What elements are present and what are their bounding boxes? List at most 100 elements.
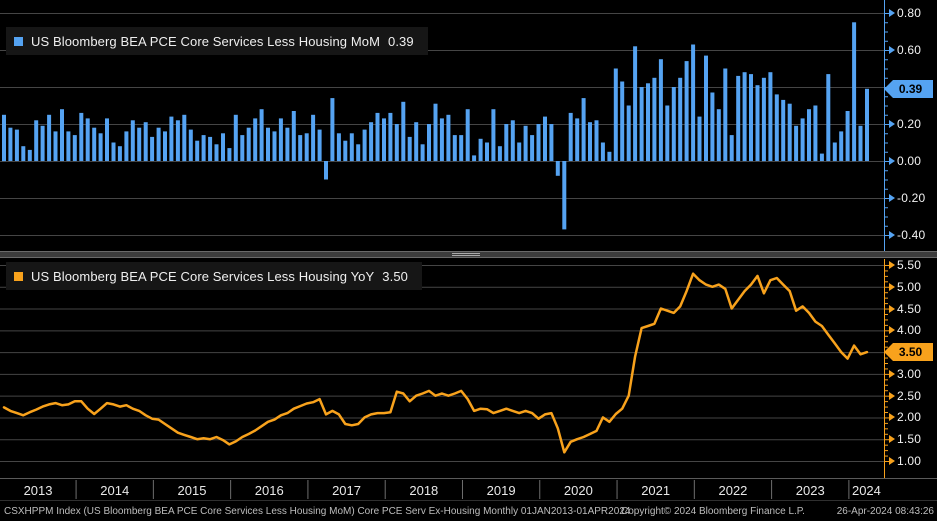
x-axis-year-label[interactable]: 2024 [851,483,881,498]
mom-bar [787,103,792,161]
mom-bar [304,133,309,162]
mom-bar [407,136,412,161]
mom-bar [749,74,753,161]
mom-bar [543,116,547,161]
mom-bar [639,87,644,161]
mom-last-value-badge: 0.39 [884,80,933,98]
mom-bar [356,144,361,161]
yoy-legend-label: US Bloomberg BEA PCE Core Services Less … [31,268,375,284]
x-axis-band[interactable] [0,478,937,501]
mom-bar [446,114,451,162]
mom-bar [298,135,303,161]
y-axis-tick-label[interactable]: 1.50 [889,432,921,446]
mom-bar [858,125,863,161]
y-axis-tick-label[interactable]: 4.00 [889,323,921,337]
x-axis-year-label[interactable]: 2018 [409,483,439,498]
mom-bar [452,135,457,161]
mom-bar [72,135,77,161]
mom-bar [66,131,71,161]
y-axis-tick-label[interactable]: 1.00 [889,454,921,468]
mom-bar [311,114,316,162]
panel-divider[interactable] [0,251,937,258]
x-axis-year-label[interactable]: 2016 [254,483,284,498]
tick-value: 1.00 [897,454,922,468]
yoy-last-value-badge: 3.50 [884,343,933,361]
y-axis-tick-label[interactable]: 3.00 [889,367,921,381]
y-axis-tick-label[interactable]: 2.00 [889,410,921,424]
mom-bar [530,135,535,161]
timestamp: 26-Apr-2024 08:43:26 [836,506,934,517]
legend-mom[interactable]: US Bloomberg BEA PCE Core Services Less … [6,27,428,55]
tick-arrow-icon [889,157,895,165]
yoy-y-axis[interactable] [884,259,891,478]
mom-bar [105,118,109,161]
mom-bar [549,124,554,161]
mom-bar [723,68,728,161]
mom-bar [79,112,84,161]
x-axis-year-label[interactable]: 2014 [100,483,130,498]
mom-bar [2,114,6,162]
x-axis-year-label[interactable]: 2022 [718,483,748,498]
tick-value: 2.00 [897,410,922,425]
tick-arrow-icon [889,457,895,465]
mom-bar [336,133,341,162]
y-axis-tick-label[interactable]: 2.50 [889,389,921,403]
mom-bar [620,81,625,161]
tick-value: 1.50 [897,432,922,447]
mom-bar [691,44,696,161]
mom-bar [658,59,663,162]
y-axis-tick-label[interactable]: 0.80 [889,6,921,20]
x-axis-year-label[interactable]: 2019 [486,483,516,498]
mom-bar [253,118,258,161]
tick-arrow-icon [889,9,895,17]
tick-value: 3.00 [897,366,922,381]
tick-arrow-icon [889,413,895,422]
mom-bar [227,148,232,161]
divider-grip-icon[interactable] [452,253,480,256]
mom-bar [819,153,824,161]
y-axis-tick-label[interactable]: 0.00 [889,154,921,168]
mom-bar [214,144,219,161]
y-axis-tick-label[interactable]: -0.40 [889,228,925,242]
mom-bar [53,131,58,161]
mom-bars[interactable] [2,22,869,230]
yoy-legend-value: 3.50 [382,268,408,284]
mom-bar [439,118,444,161]
y-axis-tick-label[interactable]: 5.00 [889,280,921,294]
mom-bar [60,109,64,161]
mom-bar [794,125,799,161]
tick-arrow-icon [889,304,895,313]
x-axis-year-label[interactable]: 2020 [563,483,593,498]
copyright-text: Copyright© 2024 Bloomberg Finance L.P. [621,506,805,517]
mom-bar [330,98,335,161]
tick-arrow-icon [889,260,895,269]
mom-bar [581,98,586,161]
tick-value: 4.00 [897,323,922,338]
mom-bar [633,46,638,161]
x-axis-year-label[interactable]: 2015 [177,483,207,498]
mom-bar [285,127,290,161]
x-axis-year-label[interactable]: 2017 [332,483,361,498]
y-axis-tick-label[interactable]: 4.50 [889,302,921,316]
x-axis-year-label[interactable]: 2023 [795,483,825,498]
x-axis-year-label[interactable]: 2013 [23,483,53,498]
yoy-line[interactable] [2,272,869,454]
mom-bar [150,136,155,161]
mom-bar [575,118,580,161]
y-axis-tick-label[interactable]: -0.20 [889,191,925,205]
x-axis-year-label[interactable]: 2021 [641,483,671,498]
mom-bar [163,131,167,161]
mom-bar [774,94,779,161]
y-axis-tick-label[interactable]: 5.50 [889,258,921,272]
mom-bar [130,120,135,161]
mom-bar [40,125,45,161]
mom-bar [420,144,425,161]
y-axis-tick-label[interactable]: 0.20 [889,117,921,131]
tick-arrow-icon [889,46,895,54]
mom-bar [137,127,142,161]
mom-bar [523,125,528,161]
mom-bar [755,85,760,161]
y-axis-tick-label[interactable]: 0.60 [889,43,921,57]
legend-yoy[interactable]: US Bloomberg BEA PCE Core Services Less … [6,262,422,290]
